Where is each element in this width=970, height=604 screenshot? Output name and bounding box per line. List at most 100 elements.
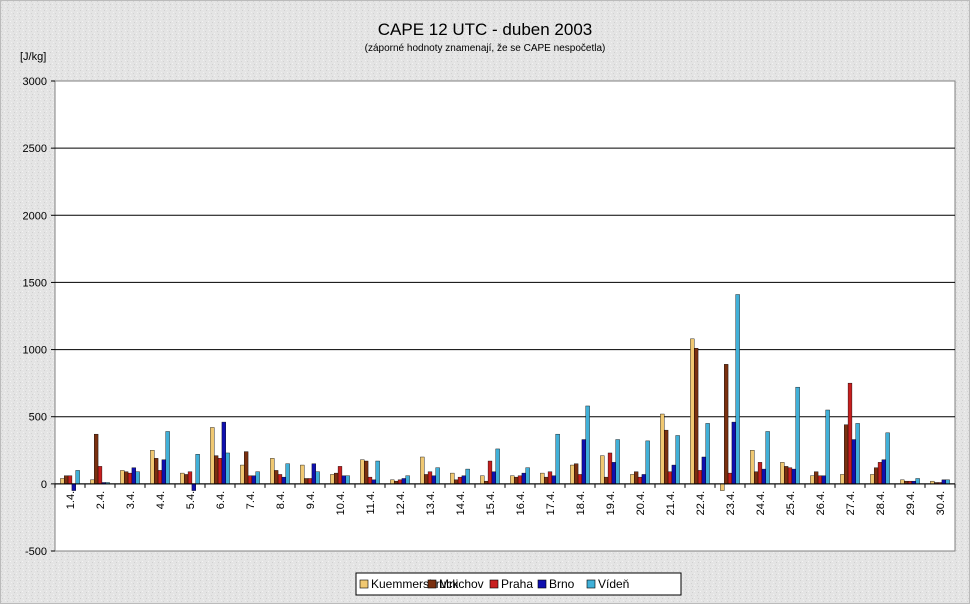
bar bbox=[727, 472, 733, 485]
bar bbox=[424, 474, 429, 485]
bar bbox=[851, 439, 856, 485]
bar bbox=[900, 479, 905, 485]
x-tick-label: 1.4. bbox=[65, 491, 77, 509]
x-tick-label: 30.4. bbox=[935, 491, 947, 515]
bar bbox=[720, 483, 725, 491]
bar bbox=[761, 468, 766, 485]
bar bbox=[765, 431, 770, 485]
bar bbox=[810, 475, 815, 485]
bar bbox=[510, 475, 515, 485]
x-tick-label: 12.4. bbox=[395, 491, 407, 515]
x-tick-label: 6.4. bbox=[215, 491, 227, 509]
bar bbox=[67, 475, 73, 485]
x-tick-label: 11.4. bbox=[365, 491, 377, 515]
bar bbox=[784, 466, 789, 485]
bar bbox=[945, 479, 950, 485]
x-tick-label: 13.4. bbox=[425, 491, 437, 515]
bar bbox=[780, 462, 785, 485]
bar bbox=[525, 467, 530, 485]
bar bbox=[420, 456, 425, 485]
x-tick-label: 26.4. bbox=[815, 491, 827, 515]
bar bbox=[195, 454, 200, 485]
x-tick-label: 18.4. bbox=[575, 491, 587, 515]
bar bbox=[724, 364, 729, 485]
bar bbox=[60, 478, 65, 485]
bar bbox=[600, 455, 605, 485]
bar bbox=[581, 439, 586, 485]
legend-swatch bbox=[489, 579, 499, 589]
y-tick-label: 2000 bbox=[23, 210, 47, 222]
y-tick-label: 1500 bbox=[23, 277, 47, 289]
bar bbox=[671, 464, 676, 485]
bar bbox=[514, 476, 519, 485]
bar bbox=[345, 475, 350, 485]
bar bbox=[187, 471, 193, 485]
bar bbox=[840, 474, 845, 485]
bar bbox=[401, 478, 406, 485]
bar bbox=[630, 474, 635, 485]
bar bbox=[191, 483, 196, 491]
bar bbox=[307, 478, 313, 485]
bar bbox=[480, 475, 485, 485]
bar bbox=[330, 474, 335, 485]
bar bbox=[150, 450, 155, 485]
bar bbox=[855, 423, 860, 485]
bar bbox=[364, 460, 369, 485]
plot-area bbox=[54, 80, 956, 552]
x-tick-label: 14.4. bbox=[455, 491, 467, 515]
bar bbox=[701, 456, 706, 485]
bar bbox=[210, 427, 215, 485]
bar bbox=[214, 455, 219, 485]
bar bbox=[450, 472, 455, 485]
y-tick-label: -500 bbox=[25, 546, 47, 558]
y-axis-label: [J/kg] bbox=[20, 51, 46, 63]
y-tick-label: 2500 bbox=[23, 143, 47, 155]
bar bbox=[465, 468, 470, 485]
legend-label: Vídeň bbox=[598, 577, 629, 591]
bar bbox=[94, 433, 99, 485]
y-tick-label: 1000 bbox=[23, 345, 47, 357]
bar bbox=[135, 471, 140, 485]
bar bbox=[247, 475, 253, 485]
bar bbox=[870, 474, 875, 485]
bar bbox=[664, 429, 669, 485]
x-tick-labels: 1.4. 2.4. 3.4. 4.4. 5.4. 6.4. 7.4. 8.4. 9.4. 10.4… bbox=[54, 483, 956, 515]
bar bbox=[165, 431, 170, 485]
x-tick-label: 15.4. bbox=[485, 491, 497, 515]
bar bbox=[814, 471, 819, 485]
chart-title: CAPE 12 UTC - duben 2003 bbox=[378, 20, 593, 39]
bar bbox=[397, 479, 403, 485]
x-tick-label: 27.4. bbox=[845, 491, 857, 515]
bar bbox=[641, 474, 646, 485]
x-tick-label: 17.4. bbox=[545, 491, 557, 515]
bar bbox=[454, 479, 459, 485]
legend-swatch bbox=[537, 579, 547, 589]
bar bbox=[217, 458, 223, 485]
x-tick-label: 29.4. bbox=[905, 491, 917, 515]
bar bbox=[495, 448, 500, 485]
x-tick-label: 25.4. bbox=[785, 491, 797, 515]
bar bbox=[375, 460, 380, 485]
x-tick-label: 21.4. bbox=[665, 491, 677, 515]
legend-box bbox=[355, 572, 682, 596]
bar bbox=[585, 405, 590, 485]
x-tick-label: 23.4. bbox=[725, 491, 737, 515]
bar bbox=[817, 475, 823, 485]
bar bbox=[577, 474, 583, 485]
legend-label: Brno bbox=[549, 577, 575, 591]
bar bbox=[255, 471, 260, 485]
bar bbox=[697, 470, 703, 485]
bar bbox=[487, 460, 493, 485]
bar bbox=[300, 464, 305, 485]
bar bbox=[690, 338, 695, 485]
x-tick-label: 3.4. bbox=[125, 491, 137, 509]
bar bbox=[667, 471, 673, 485]
bar bbox=[431, 475, 436, 485]
bar bbox=[315, 471, 320, 485]
bar bbox=[75, 470, 80, 485]
bar bbox=[341, 475, 346, 485]
bar bbox=[660, 413, 665, 485]
bar bbox=[457, 476, 463, 485]
legend-label: Mnichov bbox=[439, 577, 484, 591]
